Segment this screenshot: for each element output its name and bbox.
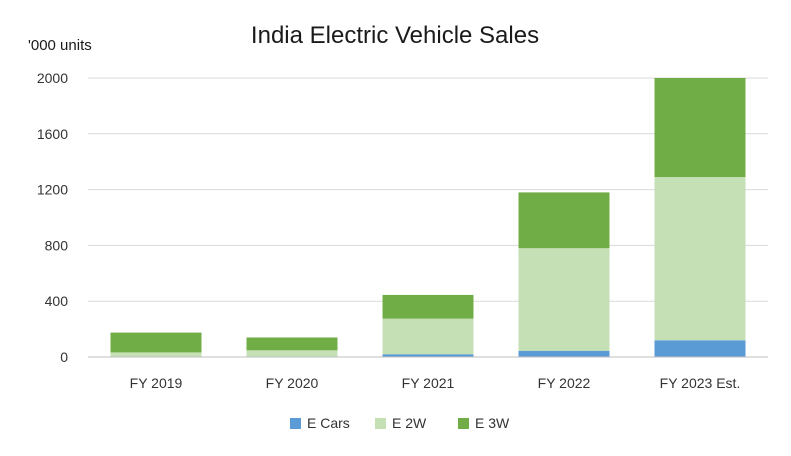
y-axis-ticks: 0 400 800 1200 1600 2000	[37, 70, 68, 365]
legend: E Cars E 2W E 3W	[290, 415, 510, 431]
x-tick-label: FY 2021	[402, 375, 455, 391]
bar-e-2w-0	[110, 352, 202, 357]
legend-swatch-e-cars	[290, 418, 301, 429]
legend-label: E 2W	[392, 415, 427, 431]
bar-e-3w-4	[654, 78, 746, 178]
legend-label: E 3W	[475, 415, 510, 431]
bar-e-cars-4	[654, 340, 746, 357]
x-tick-label: FY 2020	[266, 375, 319, 391]
x-axis-ticks: FY 2019 FY 2020 FY 2021 FY 2022 FY 2023 Est.	[130, 375, 741, 391]
y-tick-label: 1600	[37, 126, 68, 142]
legend-swatch-e-3w	[458, 418, 469, 429]
bar-e-cars-3	[518, 350, 610, 357]
chart-title: India Electric Vehicle Sales	[251, 22, 539, 49]
bar-e-2w-1	[246, 350, 338, 357]
bar-e-2w-3	[518, 248, 610, 351]
x-tick-label: FY 2019	[130, 375, 183, 391]
bar-e-2w-2	[382, 318, 474, 355]
legend-swatch-e-2w	[375, 418, 386, 429]
legend-label: E Cars	[307, 415, 350, 431]
x-tick-label: FY 2023 Est.	[660, 375, 741, 391]
y-tick-label: 0	[60, 349, 68, 365]
bar-e-3w-0	[110, 332, 202, 353]
y-tick-label: 400	[45, 293, 69, 309]
bar-e-3w-3	[518, 192, 610, 249]
bar-e-cars-2	[382, 354, 474, 357]
y-tick-label: 2000	[37, 70, 68, 86]
x-tick-label: FY 2022	[538, 375, 591, 391]
y-tick-label: 1200	[37, 182, 68, 198]
bar-e-2w-4	[654, 177, 746, 341]
bars	[110, 78, 746, 357]
bar-e-3w-1	[246, 337, 338, 351]
bar-e-3w-2	[382, 294, 474, 319]
y-tick-label: 800	[45, 237, 69, 253]
y-axis-unit-label: '000 units	[28, 37, 92, 54]
